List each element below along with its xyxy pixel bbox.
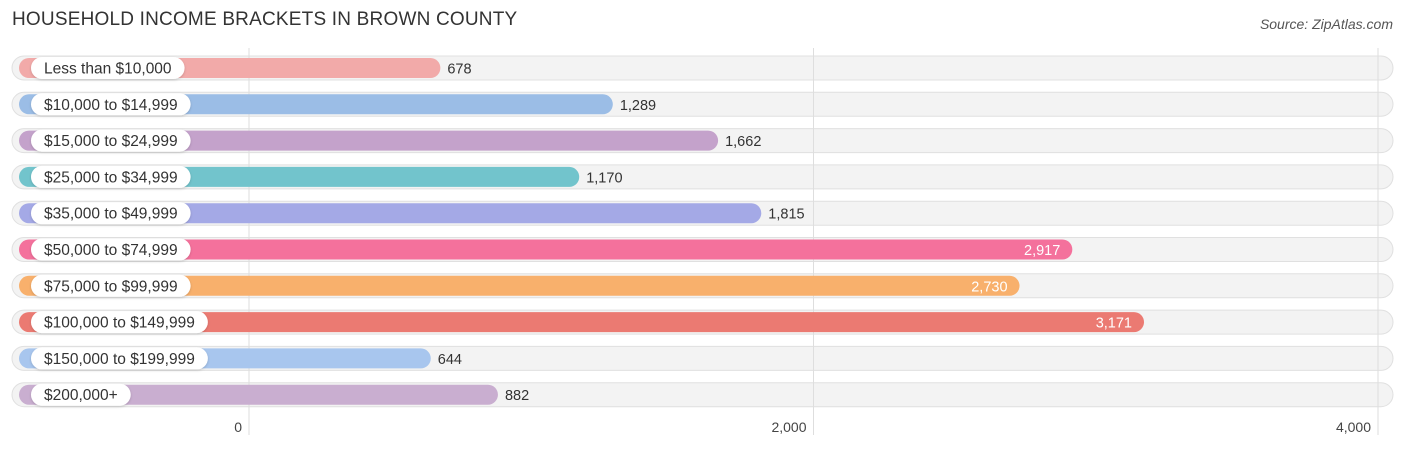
x-tick-label: 4,000 [1336,419,1371,435]
bar [19,384,498,405]
x-tick-label: 2,000 [771,419,806,435]
value-label: 3,171 [1096,316,1132,332]
category-pill [31,238,191,261]
category-pill [31,93,191,116]
category-pill [31,202,191,225]
category-label: Less than $10,000 [44,61,172,78]
value-label: 882 [505,388,529,404]
category-pill [31,274,191,297]
category-label: $25,000 to $34,999 [44,169,178,186]
x-tick-label: 0 [234,419,242,435]
value-label: 1,289 [620,98,656,114]
category-pill [31,383,131,406]
category-pill [31,129,191,152]
chart-title: HOUSEHOLD INCOME BRACKETS IN BROWN COUNT… [12,9,518,30]
category-pill [31,165,191,188]
source-label: Source: ZipAtlas.com [1259,16,1393,32]
bar [19,239,1073,260]
category-pill [31,57,185,79]
value-label: 644 [438,352,462,368]
category-pill [31,311,208,334]
category-label: $200,000+ [44,387,118,404]
value-label: 1,815 [768,207,804,223]
value-label: 1,170 [586,170,622,186]
category-label: $75,000 to $99,999 [44,278,178,295]
bar [19,203,762,224]
value-label: 2,730 [971,279,1007,295]
bar [19,130,719,151]
bar [19,275,1020,296]
category-label: $35,000 to $49,999 [44,206,178,223]
category-label: $10,000 to $14,999 [44,97,178,114]
bar [19,312,1145,333]
category-label: $100,000 to $149,999 [44,315,195,332]
value-label: 678 [447,62,471,78]
category-label: $50,000 to $74,999 [44,242,178,259]
category-label: $15,000 to $24,999 [44,133,178,150]
category-label: $150,000 to $199,999 [44,351,195,368]
value-label: 1,662 [725,134,761,150]
value-label: 2,917 [1024,243,1060,259]
category-pill [31,347,208,370]
